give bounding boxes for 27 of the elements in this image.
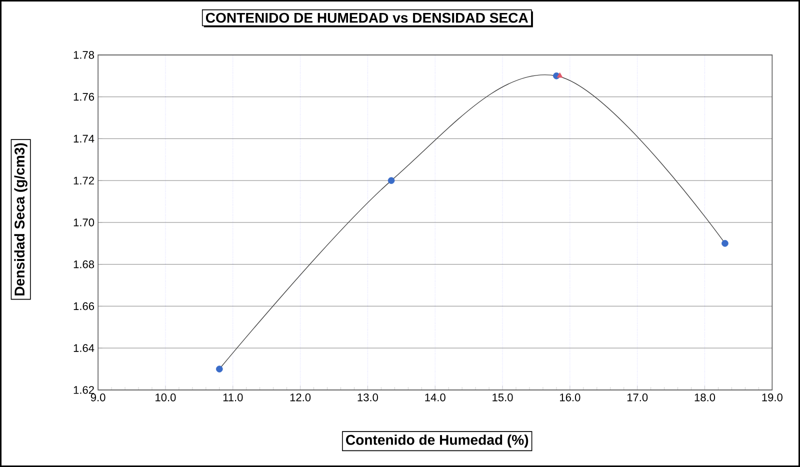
x-axis-title: Contenido de Humedad (%) bbox=[346, 434, 528, 448]
point bbox=[388, 177, 395, 184]
y-tick-label: 1.70 bbox=[74, 218, 94, 226]
y-tick-label: 1.62 bbox=[74, 386, 94, 394]
x-tick-label: 17.0 bbox=[627, 394, 648, 402]
chart-title: CONTENIDO DE HUMEDAD vs DENSIDAD SECA bbox=[206, 12, 528, 23]
y-tick-label: 1.72 bbox=[74, 176, 94, 184]
y-tick-label: 1.66 bbox=[74, 302, 94, 310]
x-tick-label: 15.0 bbox=[492, 394, 513, 402]
x-tick-label: 13.0 bbox=[358, 394, 378, 402]
x-tick-label: 19.0 bbox=[762, 394, 782, 402]
x-tick-label: 18.0 bbox=[694, 394, 716, 402]
point bbox=[722, 240, 728, 247]
x-tick-label: 16.0 bbox=[560, 394, 580, 402]
x-tick-label: 9.0 bbox=[90, 394, 106, 402]
y-tick-label: 1.68 bbox=[74, 260, 94, 268]
y-axis-title: Densidad Seca (g/cm3) bbox=[14, 143, 28, 296]
y-tick-label: 1.78 bbox=[74, 51, 94, 59]
y-tick-label: 1.64 bbox=[74, 344, 94, 352]
y-tick-label: 1.76 bbox=[74, 92, 94, 101]
x-tick-label: 12.0 bbox=[290, 394, 311, 402]
x-tick-label: 10.0 bbox=[156, 394, 176, 402]
x-tick-label: 11.0 bbox=[223, 394, 243, 402]
y-tick-label: 1.74 bbox=[74, 134, 94, 142]
x-tick-label: 14.0 bbox=[425, 394, 446, 402]
point bbox=[216, 366, 223, 372]
point bbox=[556, 72, 563, 78]
